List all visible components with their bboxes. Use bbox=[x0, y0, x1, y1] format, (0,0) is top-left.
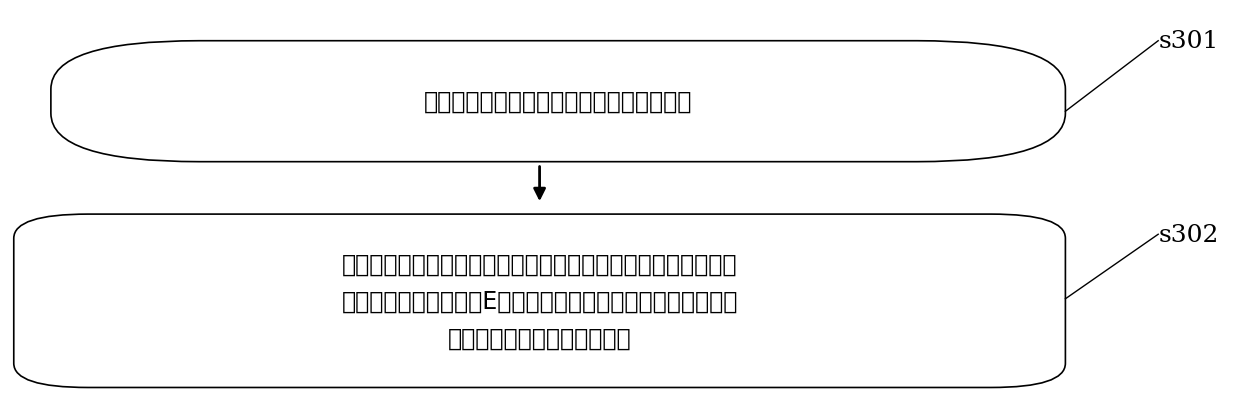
Text: s302: s302 bbox=[1158, 223, 1219, 246]
Text: 对所述样本根据公式进行聚类，并在聚类时通过动态时间规划距
离计算最小化平方误巪E，在所述动态时间规划距离中加入惩罚
项，获得用药依从性模式集合: 对所述样本根据公式进行聚类，并在聚类时通过动态时间规划距 离计算最小化平方误巪E… bbox=[341, 252, 738, 350]
FancyBboxPatch shape bbox=[51, 42, 1065, 162]
Text: s301: s301 bbox=[1158, 30, 1219, 53]
Text: 将样本用户的用药依从性时间序列作为样本: 将样本用户的用药依从性时间序列作为样本 bbox=[424, 90, 692, 114]
FancyBboxPatch shape bbox=[14, 215, 1065, 388]
